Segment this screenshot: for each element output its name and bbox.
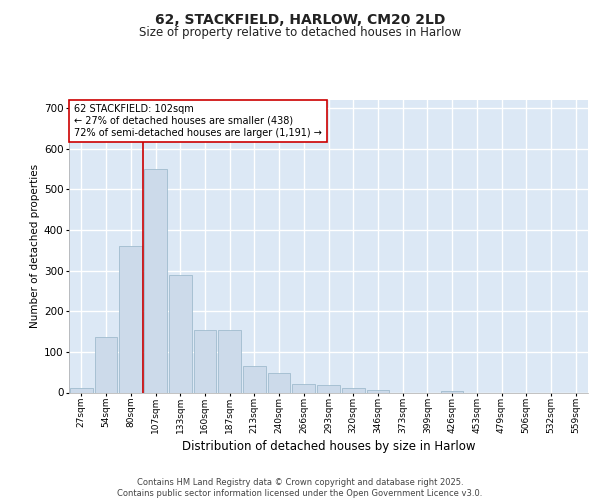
X-axis label: Distribution of detached houses by size in Harlow: Distribution of detached houses by size … — [182, 440, 475, 453]
Text: 62, STACKFIELD, HARLOW, CM20 2LD: 62, STACKFIELD, HARLOW, CM20 2LD — [155, 12, 445, 26]
Bar — [218, 330, 241, 392]
Bar — [144, 169, 167, 392]
Bar — [169, 274, 191, 392]
Y-axis label: Number of detached properties: Number of detached properties — [29, 164, 40, 328]
Bar — [119, 246, 142, 392]
Bar — [70, 388, 93, 392]
Bar — [317, 385, 340, 392]
Bar — [292, 384, 315, 392]
Bar — [243, 366, 266, 392]
Bar — [194, 330, 216, 392]
Bar — [441, 391, 463, 392]
Bar — [367, 390, 389, 392]
Bar — [268, 373, 290, 392]
Bar — [95, 337, 118, 392]
Text: Contains HM Land Registry data © Crown copyright and database right 2025.
Contai: Contains HM Land Registry data © Crown c… — [118, 478, 482, 498]
Text: Size of property relative to detached houses in Harlow: Size of property relative to detached ho… — [139, 26, 461, 39]
Text: 62 STACKFIELD: 102sqm
← 27% of detached houses are smaller (438)
72% of semi-det: 62 STACKFIELD: 102sqm ← 27% of detached … — [74, 104, 322, 138]
Bar — [342, 388, 365, 392]
